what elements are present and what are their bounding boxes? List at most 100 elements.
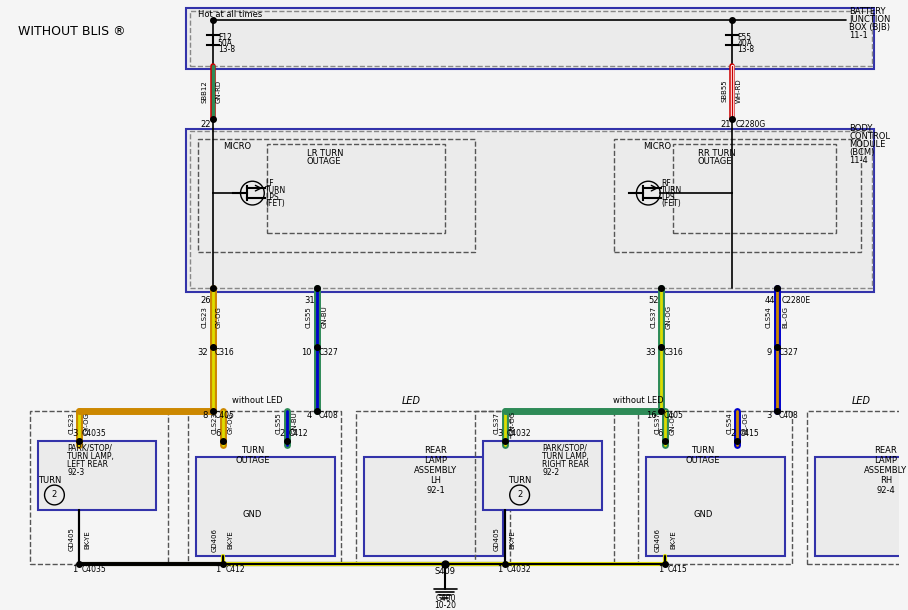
- Text: ASSEMBLY: ASSEMBLY: [864, 466, 907, 475]
- Text: 22: 22: [201, 120, 211, 129]
- Text: F55: F55: [737, 33, 752, 42]
- Text: GY-OG: GY-OG: [228, 412, 233, 434]
- Text: LEFT REAR: LEFT REAR: [67, 460, 108, 469]
- Text: CONTROL: CONTROL: [849, 132, 890, 141]
- Text: GND: GND: [242, 511, 262, 519]
- Text: RR TURN: RR TURN: [697, 149, 735, 158]
- Text: 13-8: 13-8: [218, 45, 235, 54]
- Bar: [364, 458, 503, 556]
- Text: G400: G400: [435, 594, 456, 603]
- Text: 92-4: 92-4: [876, 486, 895, 495]
- Text: 9: 9: [766, 348, 772, 357]
- Text: 44: 44: [765, 295, 775, 304]
- Text: LAMP: LAMP: [874, 456, 897, 465]
- Text: TURN LAMP,: TURN LAMP,: [542, 452, 589, 461]
- Text: GD406: GD406: [212, 528, 218, 551]
- Bar: [186, 129, 874, 292]
- Text: OUTAGE: OUTAGE: [697, 157, 732, 166]
- Text: 52: 52: [648, 295, 659, 304]
- Bar: [188, 411, 341, 564]
- Text: GN-OG: GN-OG: [666, 305, 672, 329]
- Bar: [814, 458, 908, 556]
- Text: LED: LED: [852, 396, 871, 406]
- Text: GN-OG: GN-OG: [509, 411, 516, 435]
- Text: LPS: LPS: [265, 193, 279, 201]
- Bar: [37, 440, 156, 510]
- Text: MODULE: MODULE: [849, 140, 885, 149]
- Text: C408: C408: [779, 411, 799, 420]
- Text: 32: 32: [197, 348, 208, 357]
- Text: LED: LED: [401, 396, 420, 406]
- Text: BL-OG: BL-OG: [782, 306, 788, 328]
- Text: BK-YE: BK-YE: [509, 530, 516, 549]
- Text: CLS54: CLS54: [726, 412, 733, 434]
- Text: RF: RF: [661, 179, 671, 188]
- Text: GD405: GD405: [68, 528, 74, 551]
- Bar: [614, 138, 861, 253]
- Text: C327: C327: [779, 348, 799, 357]
- Text: TURN LAMP,: TURN LAMP,: [67, 452, 114, 461]
- Text: WITHOUT BLIS ®: WITHOUT BLIS ®: [18, 25, 125, 38]
- Text: BK-YE: BK-YE: [84, 530, 90, 549]
- Text: 11-4: 11-4: [849, 156, 868, 165]
- Text: GN-BU: GN-BU: [321, 306, 328, 328]
- Text: CLS23: CLS23: [202, 306, 208, 328]
- Text: CLS37: CLS37: [494, 412, 500, 434]
- Text: (FET): (FET): [661, 199, 681, 209]
- Text: 1: 1: [72, 565, 77, 574]
- Text: LAMP: LAMP: [424, 456, 447, 465]
- Text: 6: 6: [657, 429, 663, 438]
- Text: RIGHT REAR: RIGHT REAR: [542, 460, 589, 469]
- Text: 3: 3: [72, 429, 77, 438]
- Bar: [190, 131, 872, 288]
- Text: 33: 33: [646, 348, 656, 357]
- Text: 40A: 40A: [737, 39, 753, 48]
- Text: S409: S409: [435, 567, 456, 576]
- Text: 50A: 50A: [218, 39, 232, 48]
- Text: 92-2: 92-2: [542, 468, 559, 477]
- Bar: [806, 411, 908, 564]
- Text: SBB12: SBB12: [202, 80, 208, 102]
- Text: BODY: BODY: [849, 124, 873, 133]
- Text: CLS23: CLS23: [68, 412, 74, 434]
- Text: 6: 6: [215, 429, 221, 438]
- Text: GY-OG: GY-OG: [84, 412, 90, 434]
- Bar: [356, 411, 509, 564]
- Text: GN-OG: GN-OG: [670, 411, 676, 435]
- Text: C316: C316: [215, 348, 234, 357]
- Text: C2280G: C2280G: [735, 120, 765, 129]
- Text: GD405: GD405: [494, 528, 500, 551]
- Text: OUTAGE: OUTAGE: [686, 456, 720, 465]
- Text: GN-BU: GN-BU: [292, 411, 298, 434]
- Text: C327: C327: [319, 348, 339, 357]
- Bar: [190, 11, 872, 66]
- Text: TURN: TURN: [508, 476, 531, 484]
- Text: OUTAGE: OUTAGE: [307, 157, 341, 166]
- Text: TURN: TURN: [38, 476, 61, 484]
- Text: C4035: C4035: [81, 565, 106, 574]
- Text: TURN: TURN: [691, 446, 715, 455]
- Text: TURN: TURN: [265, 185, 287, 195]
- Text: TURN: TURN: [661, 185, 683, 195]
- Bar: [186, 8, 874, 70]
- Text: MICRO: MICRO: [222, 142, 251, 151]
- Text: (FET): (FET): [265, 199, 285, 209]
- Text: BATTERY: BATTERY: [849, 7, 885, 16]
- Text: TURN: TURN: [241, 446, 264, 455]
- Text: 92-1: 92-1: [426, 486, 445, 495]
- Bar: [646, 458, 785, 556]
- Text: 13-8: 13-8: [737, 45, 755, 54]
- Text: GND: GND: [693, 511, 713, 519]
- Bar: [673, 143, 836, 232]
- Text: PARK/STOP/: PARK/STOP/: [67, 444, 113, 453]
- Text: 1: 1: [498, 565, 503, 574]
- Bar: [475, 411, 614, 564]
- Bar: [267, 143, 446, 232]
- Text: 16: 16: [646, 411, 656, 420]
- Text: C405: C405: [215, 411, 234, 420]
- Text: LR TURN: LR TURN: [307, 149, 343, 158]
- Text: ASSEMBLY: ASSEMBLY: [414, 466, 457, 475]
- Bar: [30, 411, 168, 564]
- Text: C4032: C4032: [507, 565, 531, 574]
- Text: LH: LH: [430, 476, 441, 484]
